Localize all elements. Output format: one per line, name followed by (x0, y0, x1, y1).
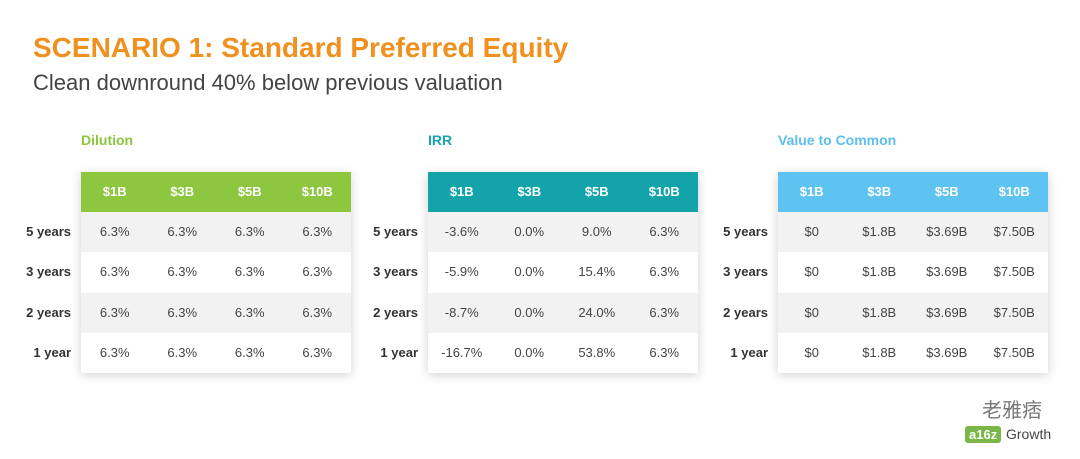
logo-suffix: Growth (1006, 426, 1052, 442)
cell: 6.3% (167, 344, 198, 360)
cell: $1.8B (862, 264, 897, 280)
cell: -3.6% (444, 224, 479, 239)
watermark: 老雅痞 (982, 400, 1042, 422)
cell: 6.3% (302, 264, 333, 280)
cell: $3.69B (926, 224, 968, 239)
column-header: $1B (102, 184, 127, 199)
cell: 53.8% (578, 344, 616, 360)
cell: 6.3% (649, 224, 680, 239)
table-row: -3.6% 0.0% 9.0% 6.3% (428, 212, 698, 253)
logo: a16z (965, 426, 1002, 443)
cell: 6.3% (649, 264, 680, 280)
cell: 6.3% (99, 264, 130, 280)
cell: $7.50B (993, 264, 1035, 280)
cell: $1.8B (862, 344, 897, 360)
column-header: $10B (301, 184, 333, 199)
column-header: $5B (934, 184, 959, 199)
cell: -16.7% (441, 344, 483, 360)
table-title: IRR (428, 132, 453, 148)
table-row: $0 $1.8B $3.69B $7.50B (778, 333, 1048, 373)
row-label: 5 years (26, 224, 71, 239)
cell: 15.4% (578, 264, 616, 280)
column-header: $5B (584, 184, 609, 199)
cell: 6.3% (99, 304, 130, 320)
column-header: $1B (799, 184, 824, 199)
table-row: -8.7% 0.0% 24.0% 6.3% (428, 292, 698, 333)
column-header: $1B (449, 184, 474, 199)
cell: $3.69B (926, 344, 968, 360)
table-row: 6.3% 6.3% 6.3% 6.3% (81, 292, 351, 333)
column-header: $5B (237, 184, 262, 199)
column-header: $3B (517, 184, 542, 199)
cell: 6.3% (234, 264, 265, 280)
row-label: 3 years (373, 264, 418, 280)
table-title: Dilution (81, 132, 134, 148)
table-row: $0 $1.8B $3.69B $7.50B (778, 292, 1048, 333)
table-row: 6.3% 6.3% 6.3% 6.3% (81, 252, 351, 292)
cell: $0 (804, 344, 819, 360)
row-label: 2 years (373, 304, 418, 320)
slide-subtitle: Clean downround 40% below previous valua… (33, 70, 503, 95)
cell: 6.3% (649, 304, 680, 320)
cell: $0 (804, 264, 819, 280)
cell: 6.3% (234, 224, 265, 239)
slide-title: SCENARIO 1: Standard Preferred Equity (33, 32, 569, 63)
cell: $7.50B (993, 224, 1035, 239)
cell: 6.3% (99, 344, 130, 360)
cell: 0.0% (514, 224, 545, 239)
cell: $3.69B (926, 264, 968, 280)
row-label: 3 years (26, 264, 71, 280)
row-label: 2 years (723, 304, 768, 320)
cell: 6.3% (167, 304, 198, 320)
table-row: -16.7% 0.0% 53.8% 6.3% (428, 333, 698, 373)
cell: 6.3% (302, 344, 333, 360)
table: $1B $3B $5B $10B $0 $1.8B $3.69B $7.50B $0 $1.8B $… (778, 172, 1048, 373)
column-header: $10B (998, 184, 1030, 199)
cell: 6.3% (234, 344, 265, 360)
cell: 6.3% (234, 304, 265, 320)
table-header: $1B $3B $5B $10B (81, 172, 351, 212)
cell: 0.0% (514, 344, 545, 360)
cell: $7.50B (993, 304, 1035, 320)
cell: 6.3% (167, 264, 198, 280)
cell: 24.0% (578, 304, 616, 320)
cell: $0 (804, 224, 819, 239)
row-label: 1 year (380, 344, 418, 360)
row-label: 1 year (33, 344, 71, 360)
column-header: $3B (867, 184, 892, 199)
cell: $3.69B (926, 304, 968, 320)
row-label: 5 years (373, 224, 418, 239)
table-row: -5.9% 0.0% 15.4% 6.3% (428, 252, 698, 292)
row-label: 2 years (26, 304, 71, 320)
table-row: 6.3% 6.3% 6.3% 6.3% (81, 333, 351, 373)
table-row: $0 $1.8B $3.69B $7.50B (778, 252, 1048, 292)
cell: -5.9% (444, 264, 479, 280)
table-title: Value to Common (778, 132, 897, 148)
row-label: 1 year (730, 344, 768, 360)
table: $1B $3B $5B $10B 6.3% 6.3% 6.3% 6.3% 6.3% 6.3% 6.3… (81, 172, 351, 373)
table-header: $1B $3B $5B $10B (778, 172, 1048, 212)
table-header: $1B $3B $5B $10B (428, 172, 698, 212)
cell: 9.0% (581, 224, 612, 239)
cell: $1.8B (862, 304, 897, 320)
cell: 0.0% (514, 264, 545, 280)
cell: 6.3% (99, 224, 130, 239)
table-row: 6.3% 6.3% 6.3% 6.3% (81, 212, 351, 253)
cell: $0 (804, 304, 819, 320)
row-label: 3 years (723, 264, 768, 280)
row-label: 5 years (723, 224, 768, 239)
cell: -8.7% (444, 304, 479, 320)
table-row: $0 $1.8B $3.69B $7.50B (778, 212, 1048, 253)
cell: 6.3% (302, 224, 333, 239)
cell: 6.3% (302, 304, 333, 320)
column-header: $10B (648, 184, 680, 199)
cell: $1.8B (862, 224, 897, 239)
column-header: $3B (170, 184, 195, 199)
cell: 0.0% (514, 304, 545, 320)
cell: $7.50B (993, 344, 1035, 360)
table: $1B $3B $5B $10B -3.6% 0.0% 9.0% 6.3% -5.9% 0.0% 1… (428, 172, 698, 373)
cell: 6.3% (649, 344, 680, 360)
cell: 6.3% (167, 224, 198, 239)
